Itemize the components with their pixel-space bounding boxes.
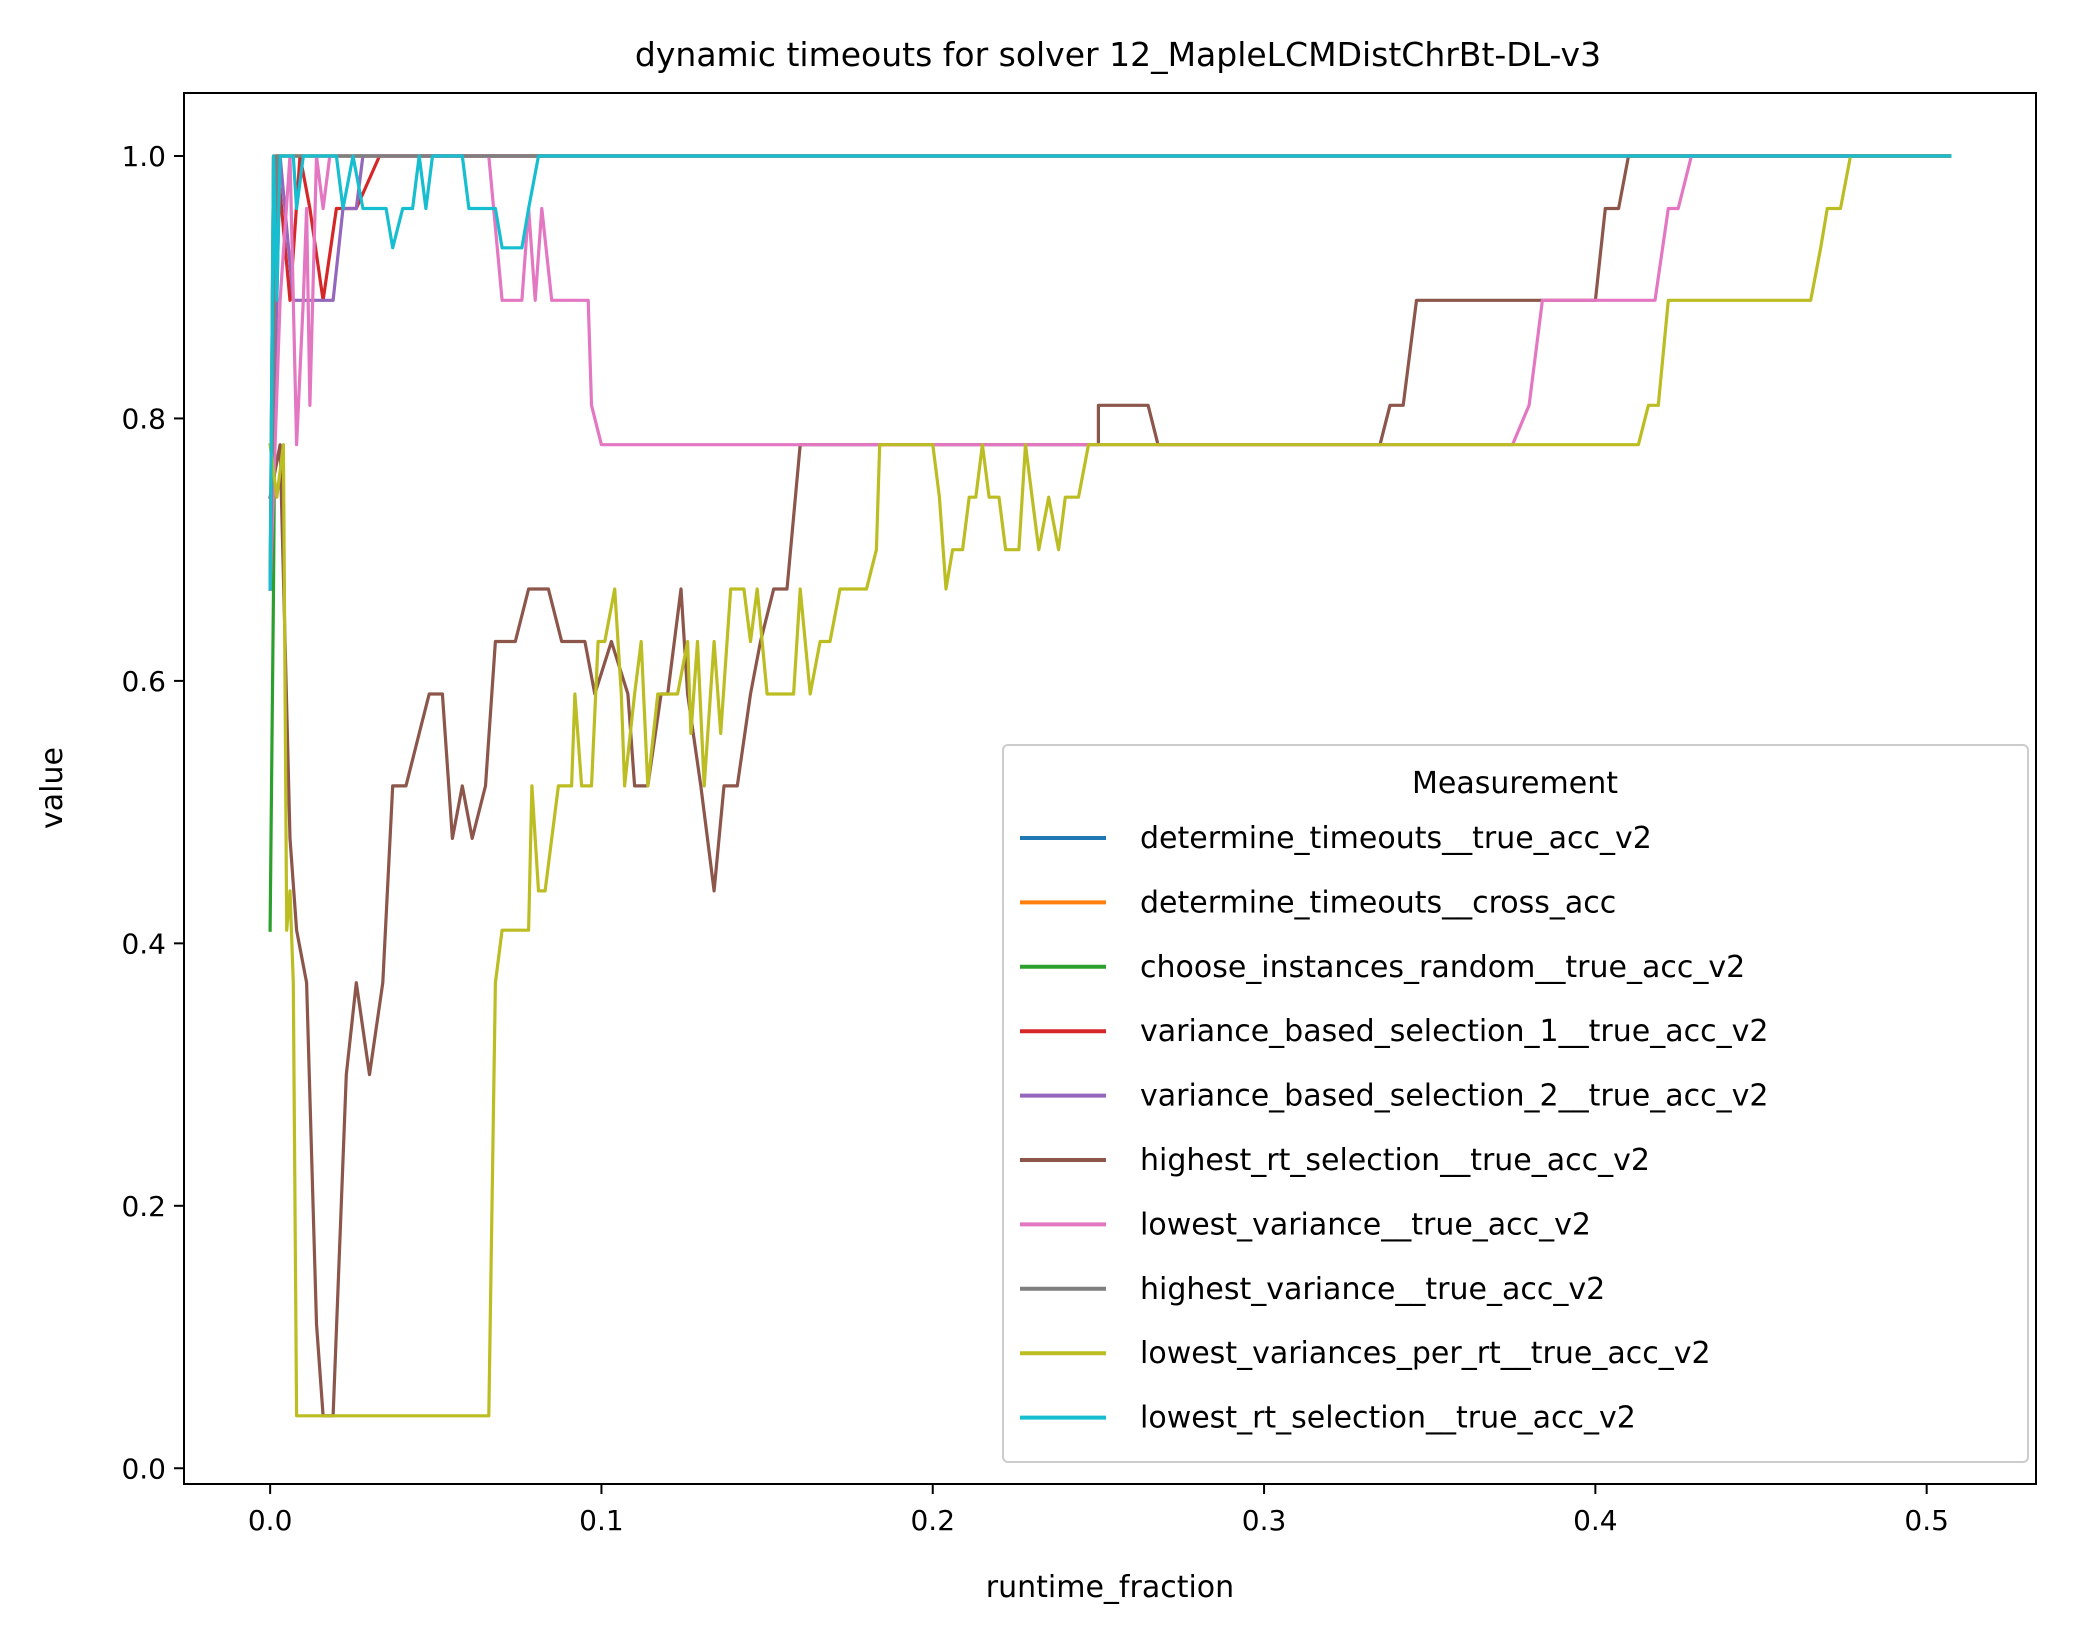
- y-tick-label: 0.8: [121, 402, 166, 435]
- x-tick-label: 0.2: [910, 1504, 955, 1537]
- legend-label-8: highest_variance__true_acc_v2: [1140, 1272, 1605, 1307]
- series-line-5: [268, 154, 1952, 591]
- x-axis: 0.0 0.1 0.2 0.3 0.4 0.5: [248, 1484, 1949, 1537]
- legend-label-2: determine_timeouts__cross_acc: [1140, 885, 1616, 920]
- series-line-6: [268, 154, 1952, 1418]
- y-tick-label: 0.0: [121, 1452, 166, 1485]
- x-tick-label: 0.4: [1573, 1504, 1618, 1537]
- chart-title: dynamic timeouts for solver 12_MapleLCMD…: [635, 35, 1601, 74]
- legend-title: Measurement: [1412, 766, 1618, 801]
- legend-label-4: variance_based_selection_1__true_acc_v2: [1140, 1014, 1768, 1049]
- legend-label-5: variance_based_selection_2__true_acc_v2: [1140, 1079, 1768, 1114]
- y-axis: 0.0 0.2 0.4 0.6 0.8 1.0: [121, 140, 184, 1485]
- plot-area: [268, 154, 1952, 1418]
- x-tick-label: 0.1: [579, 1504, 624, 1537]
- y-axis-label: value: [35, 747, 70, 829]
- x-axis-label: runtime_fraction: [986, 1570, 1234, 1605]
- legend-label-6: highest_rt_selection__true_acc_v2: [1140, 1143, 1650, 1178]
- legend-label-3: choose_instances_random__true_acc_v2: [1140, 950, 1745, 985]
- x-tick-label: 0.0: [248, 1504, 293, 1537]
- series-line-7: [268, 154, 1952, 591]
- legend-entries: determine_timeouts__true_acc_v2 determine…: [1020, 821, 1768, 1436]
- x-tick-label: 0.5: [1904, 1504, 1949, 1537]
- y-tick-label: 0.6: [121, 665, 166, 698]
- legend-label-10: lowest_rt_selection__true_acc_v2: [1140, 1401, 1636, 1436]
- y-tick-label: 1.0: [121, 140, 166, 173]
- series-line-4: [268, 154, 1952, 591]
- x-tick-label: 0.3: [1242, 1504, 1287, 1537]
- series-line-9: [268, 154, 1952, 1418]
- axes-frame: [183, 92, 2037, 1485]
- y-tick-label: 0.4: [121, 927, 166, 960]
- legend-box: [1002, 744, 2029, 1463]
- series-line-10: [268, 154, 1952, 591]
- legend-label-7: lowest_variance__true_acc_v2: [1140, 1207, 1591, 1242]
- y-tick-label: 0.2: [121, 1190, 166, 1223]
- legend-label-1: determine_timeouts__true_acc_v2: [1140, 821, 1652, 856]
- legend-label-9: lowest_variances_per_rt__true_acc_v2: [1140, 1336, 1711, 1371]
- legend: Measurement determine_timeouts__true_acc…: [1002, 744, 2029, 1463]
